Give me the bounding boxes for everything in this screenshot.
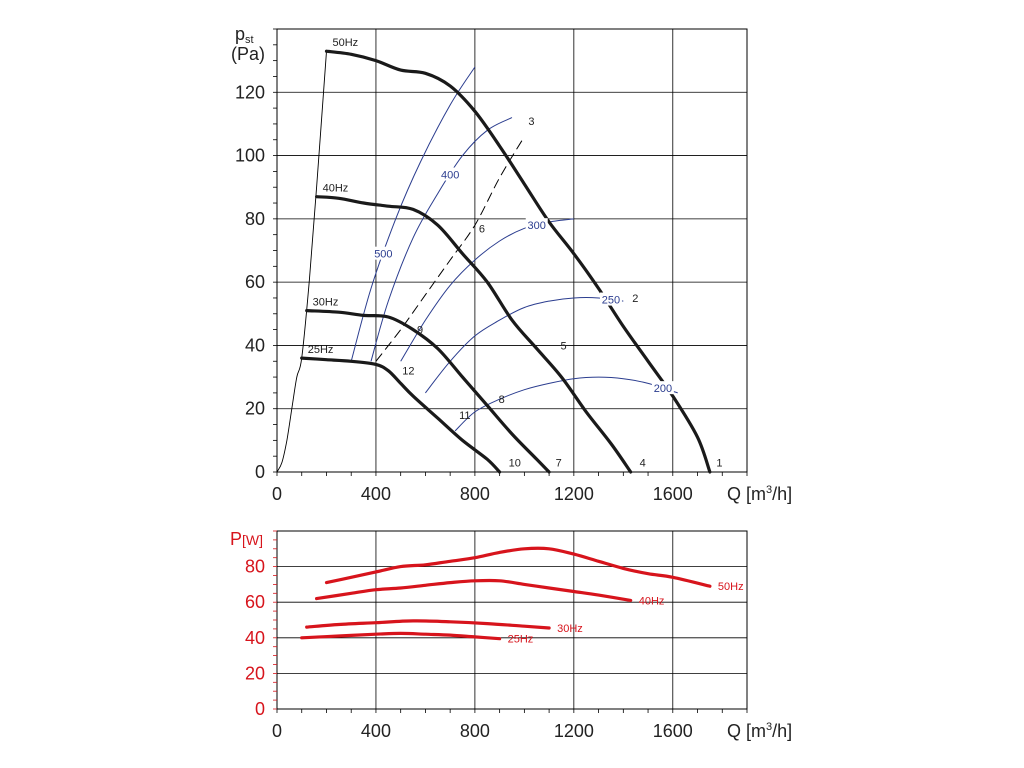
- power-line-50Hz: [324, 546, 712, 588]
- x-tick-label: 1200: [554, 721, 594, 741]
- efficiency-label-bg: [372, 246, 395, 260]
- y-tick-label: 40: [245, 628, 265, 648]
- y-tick-label: 120: [235, 82, 265, 102]
- power-label-40Hz: 40Hz: [639, 595, 665, 607]
- y-tick-label: 0: [255, 462, 265, 482]
- power-label-25Hz: 25Hz: [508, 634, 534, 646]
- power-line-25Hz: [300, 631, 502, 641]
- series-label-25Hz: 25Hz: [308, 344, 334, 356]
- x-tick-label: 1600: [653, 721, 693, 741]
- x-tick-label: 400: [361, 721, 391, 741]
- x-tick-label: 800: [460, 484, 490, 504]
- series-label-40Hz: 40Hz: [323, 183, 349, 195]
- point-label-11: 11: [459, 410, 470, 422]
- x-tick-label: 0: [272, 721, 282, 741]
- y-tick-label: 0: [255, 699, 265, 719]
- point-label-1: 1: [716, 458, 722, 470]
- efficiency-label-bg: [525, 218, 548, 232]
- power-label-30Hz: 30Hz: [557, 623, 583, 635]
- plot-frame: [276, 530, 748, 710]
- grid: [277, 29, 747, 472]
- system-curve-dashed: [375, 136, 525, 362]
- power-line-40Hz: [315, 578, 633, 602]
- power-line-30Hz: [305, 619, 551, 630]
- efficiency-label-bg: [439, 167, 462, 181]
- y-axis-label: pst: [235, 24, 254, 46]
- efficiency-label-bg: [651, 381, 674, 395]
- efficiency-label-500: 500: [374, 249, 392, 261]
- point-label-3: 3: [528, 116, 534, 128]
- x-tick-label: 1600: [653, 484, 693, 504]
- efficiency-label-400: 400: [441, 170, 459, 182]
- y-tick-label: 20: [245, 663, 265, 683]
- point-label-8: 8: [499, 394, 505, 406]
- series-label-30Hz: 30Hz: [313, 297, 339, 309]
- efficiency-label-300: 300: [528, 220, 546, 232]
- point-label-9: 9: [417, 325, 423, 337]
- y-tick-label: 80: [245, 209, 265, 229]
- plot-frame: [276, 28, 748, 473]
- point-label-7: 7: [556, 458, 562, 470]
- x-axis-label: Q [m3/h]: [727, 721, 792, 741]
- x-tick-label: 0: [272, 484, 282, 504]
- y-tick-label: 60: [245, 592, 265, 612]
- y-tick-label: 60: [245, 272, 265, 292]
- y-tick-label: 20: [245, 399, 265, 419]
- efficiency-curve-500: [350, 66, 476, 362]
- point-label-5: 5: [561, 340, 567, 352]
- efficiency-label-250: 250: [602, 295, 620, 307]
- efficiency-label-bg: [599, 292, 622, 306]
- x-tick-label: 400: [361, 484, 391, 504]
- y-tick-label: 40: [245, 335, 265, 355]
- point-label-2: 2: [632, 293, 638, 305]
- grid: [277, 531, 747, 709]
- start-curve: [276, 51, 327, 473]
- efficiency-label-200: 200: [654, 383, 672, 395]
- point-label-4: 4: [640, 458, 646, 470]
- y-axis-label: P[W]: [230, 529, 263, 549]
- x-tick-label: 1200: [554, 484, 594, 504]
- y-tick-label: 100: [235, 146, 265, 166]
- point-label-10: 10: [509, 458, 521, 470]
- series-line-30Hz: [305, 309, 551, 474]
- y-axis-unit: (Pa): [231, 44, 265, 64]
- x-axis-label: Q [m3/h]: [727, 484, 792, 504]
- efficiency-curve-250: [425, 297, 624, 394]
- series-label-50Hz: 50Hz: [332, 37, 358, 49]
- y-tick-label: 80: [245, 557, 265, 577]
- series-line-25Hz: [300, 356, 502, 474]
- x-tick-label: 800: [460, 721, 490, 741]
- power-label-50Hz: 50Hz: [718, 581, 744, 593]
- point-label-12: 12: [402, 366, 414, 378]
- point-label-6: 6: [479, 223, 485, 235]
- series-line-40Hz: [315, 195, 633, 474]
- series-line-50Hz: [324, 49, 712, 474]
